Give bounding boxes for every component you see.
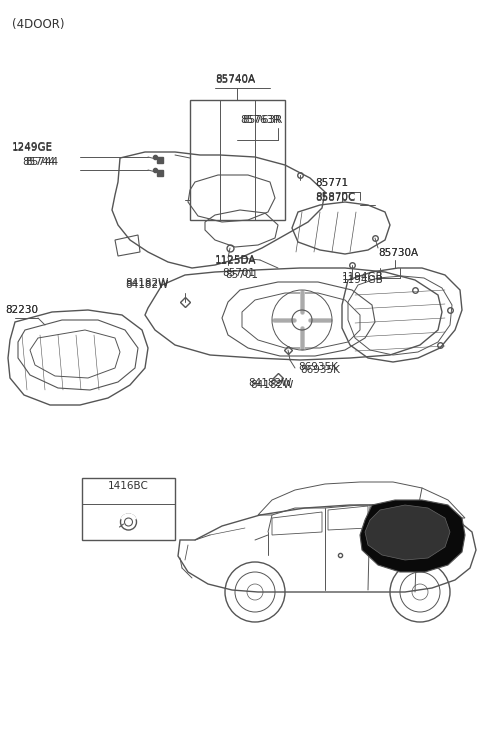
Text: 86935K: 86935K [300,365,340,375]
Text: 85701: 85701 [225,270,258,280]
Text: 1125DA: 1125DA [215,255,256,265]
Text: 84182W: 84182W [248,378,291,388]
Text: 85763R: 85763R [240,115,280,125]
Text: 85771: 85771 [315,178,348,188]
Text: 85701: 85701 [222,268,255,278]
Text: 82230: 82230 [5,305,38,315]
Text: 85763R: 85763R [242,115,282,125]
Text: 1125DA: 1125DA [215,256,256,266]
Text: 85740A: 85740A [215,75,255,85]
Text: 85870C: 85870C [315,193,355,203]
Text: 1194GB: 1194GB [342,272,384,282]
Polygon shape [365,505,450,560]
Polygon shape [360,500,465,572]
Text: (4DOOR): (4DOOR) [12,18,64,31]
Text: 1249GE: 1249GE [12,143,53,153]
Text: 1416BC: 1416BC [108,481,149,491]
Text: 85771: 85771 [315,178,348,188]
Text: 85730A: 85730A [378,248,418,258]
Text: 1194GB: 1194GB [342,275,384,285]
Text: 85870C: 85870C [315,192,355,202]
Text: 84182W: 84182W [125,278,168,288]
Text: 84182W: 84182W [125,280,168,290]
Text: 84182W: 84182W [250,380,293,390]
Text: 85740A: 85740A [215,74,255,84]
Text: 1249GE: 1249GE [12,142,53,152]
Text: 85730A: 85730A [378,248,418,258]
Text: 86935K: 86935K [298,362,338,372]
Text: 85744: 85744 [22,157,55,167]
Text: 85744: 85744 [25,157,58,167]
Text: 82230: 82230 [5,305,38,315]
